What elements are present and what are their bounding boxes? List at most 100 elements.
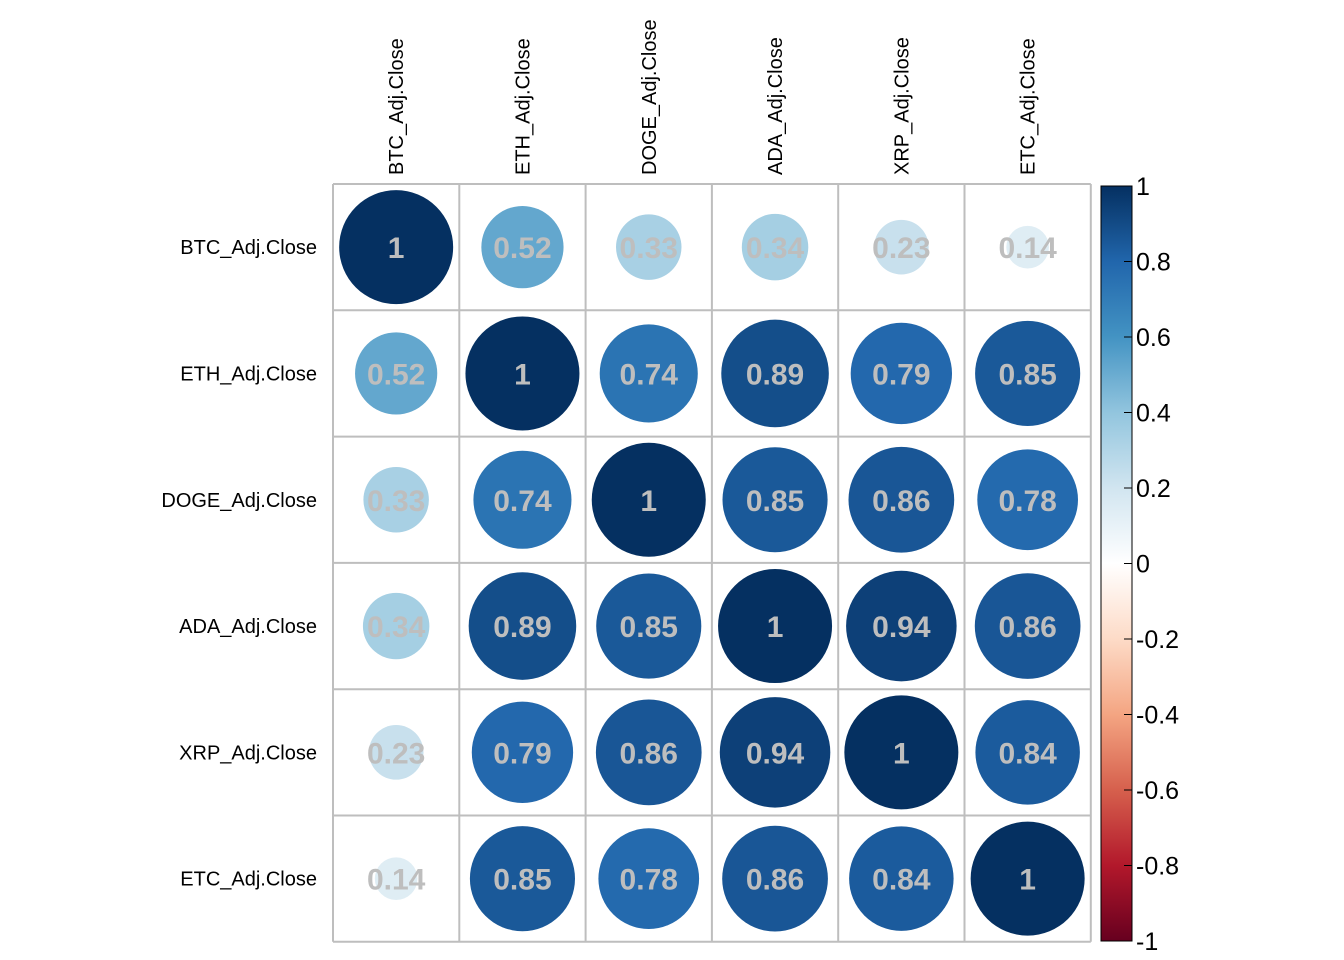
correlation-circle [722,447,828,553]
correlation-value: 0.79 [493,737,551,770]
correlation-circle [374,857,418,900]
correlation-circle [977,449,1078,551]
row-label: XRP_Adj.Close [179,742,317,764]
correlation-value: 0.52 [367,358,425,391]
correlation-value: 0.34 [367,611,426,644]
column-label: ETC_Adj.Close [1018,38,1040,175]
colorbar-tick-label: -0.6 [1136,777,1179,805]
colorbar-tick-label: 0 [1136,551,1150,579]
correlation-value: 0.14 [367,864,426,897]
correlation-circle [722,825,828,932]
colorbar-tick-label: -0.8 [1136,853,1179,881]
correlation-circle [591,442,706,557]
correlation-circle [465,316,580,431]
row-labels: BTC_Adj.Close ETH_Adj.Close DOGE_Adj.Close… [161,237,317,891]
correlation-value: 0.86 [620,737,678,770]
correlation-value: 0.85 [746,485,804,518]
row-label: ETH_Adj.Close [180,363,317,385]
correlation-value: 0.86 [872,485,930,518]
correlation-circle [471,701,574,804]
correlation-circle [595,699,702,806]
correlation-value: 0.86 [746,864,804,897]
correlation-value: 0.84 [998,737,1057,770]
correlation-value: 1 [388,232,405,265]
correlation-circle [844,695,959,810]
correlation-value: 0.89 [493,611,551,644]
correlation-circle [355,332,438,415]
colorbar-tick-label: -0.4 [1136,702,1179,730]
correlation-circle [848,446,955,553]
correlation-circle [974,573,1081,679]
correlation-value: 0.23 [367,737,425,770]
column-label: BTC_Adj.Close [386,38,408,175]
correlation-circle [368,725,424,780]
correlation-value: 1 [514,358,531,391]
correlation-circle [718,569,833,684]
correlation-circle [1006,225,1049,269]
matrix-grid [332,183,1092,943]
colorbar-tick-label: 1 [1136,173,1150,201]
correlation-circle [874,219,929,275]
correlation-value: 0.85 [998,358,1056,391]
correlation-value: 0.84 [872,864,931,897]
correlation-value: 0.52 [493,232,551,265]
column-label: ADA_Adj.Close [765,37,787,175]
correlation-circle [362,592,430,660]
row-label: DOGE_Adj.Close [161,490,317,512]
correlation-value: 0.94 [746,737,805,770]
correlation-value: 1 [640,485,657,518]
correlation-circle [975,700,1080,805]
correlation-circle [339,190,454,305]
correlation-circle [850,322,953,425]
correlation-value: 0.74 [620,358,679,391]
correlation-value: 1 [767,611,784,644]
correlation-value: 0.33 [367,485,425,518]
colorbar-tick-label: -0.2 [1136,626,1179,654]
row-label: ETC_Adj.Close [180,869,317,891]
correlation-value: 0.23 [872,232,930,265]
row-label: ADA_Adj.Close [179,616,317,638]
colorbar-tick-label: 0.8 [1136,249,1171,277]
correlation-value: 0.85 [620,611,678,644]
correlation-circle [481,206,564,289]
row-label: BTC_Adj.Close [180,237,317,259]
correlation-circle [970,821,1085,936]
column-label: ETH_Adj.Close [512,38,534,175]
correlation-circle [599,324,698,423]
column-label: XRP_Adj.Close [891,37,913,175]
correlation-circle [616,214,682,280]
colorbar-tick-label: 0.2 [1136,475,1171,503]
correlation-value: 0.34 [746,232,805,265]
correlation-circle [975,320,1081,427]
correlation-circle [849,826,954,931]
color-legend: 1 0.8 0.6 0.4 0.2 0 -0.2 -0.4 -0.6 -0.8 -1 [1100,173,1179,956]
matrix-cells: 1 0.52 0.33 0.34 0.23 0.14 0.52 1 0.74 0.89 0.79 0.… [339,190,1085,936]
correlation-circle [846,570,957,682]
correlation-value: 0.78 [998,485,1056,518]
correlation-circle [719,697,831,808]
correlation-circle [721,319,829,428]
correlation-value: 0.79 [872,358,930,391]
colorbar-tick-label: -1 [1136,928,1158,956]
correlation-circle [469,826,576,932]
correlation-value: 0.33 [620,232,678,265]
colorbar-tick-label: 0.6 [1136,324,1171,352]
correlation-circle [598,828,700,929]
correlation-value: 1 [893,737,910,770]
column-label: DOGE_Adj.Close [639,19,661,175]
correlation-circle [363,467,429,533]
correlation-value: 0.94 [872,611,931,644]
correlation-value: 0.14 [998,232,1057,265]
correlation-value: 1 [1019,864,1036,897]
colorbar-tick-label: 0.4 [1136,400,1171,428]
correlation-circle [596,573,702,679]
correlation-value: 0.89 [746,358,804,391]
correlation-value: 0.86 [998,611,1056,644]
correlation-circle [468,572,577,680]
column-labels: BTC_Adj.Close ETH_Adj.Close DOGE_Adj.Close… [386,19,1040,175]
correlation-value: 0.78 [620,864,678,897]
correlation-circle [473,450,572,549]
correlation-circle [741,213,809,281]
correlation-value: 0.74 [493,485,552,518]
